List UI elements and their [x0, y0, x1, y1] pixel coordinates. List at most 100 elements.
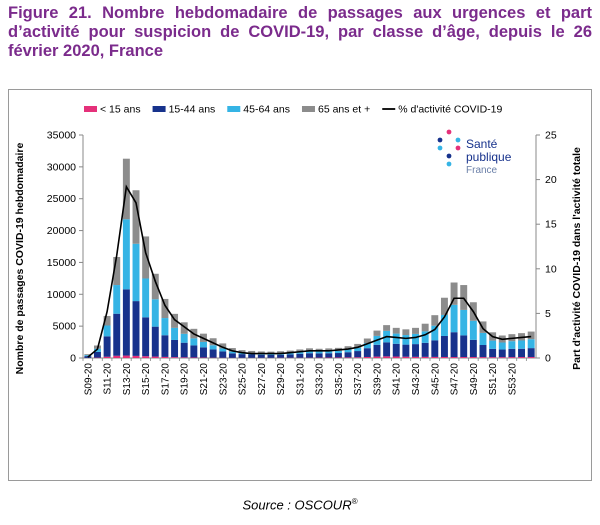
bar-segment-45-64-ans — [334, 350, 342, 354]
bar-segment-65-ans-et- — [277, 351, 285, 354]
bar-segment-15-44-ans — [363, 348, 371, 357]
bar-segment--15-ans — [431, 356, 439, 358]
bar-segment-45-64-ans — [267, 353, 275, 355]
bar-segment-15-44-ans — [122, 289, 130, 356]
bar-segment-15-44-ans — [306, 353, 313, 358]
bar-segment-65-ans-et- — [363, 338, 371, 344]
bar-segment-45-64-ans — [508, 341, 516, 349]
bar-segment-45-64-ans — [412, 333, 419, 345]
bar-segment-65-ans-et- — [392, 327, 400, 334]
bar-segment-45-64-ans — [392, 333, 400, 344]
x-tick-label: S19-20 — [180, 363, 191, 396]
bar-segment-15-44-ans — [277, 354, 285, 358]
legend-swatch — [152, 106, 166, 112]
y-tick-label: 15000 — [47, 257, 76, 269]
bar-segment--15-ans — [161, 356, 169, 358]
logo-dot — [455, 145, 461, 151]
bar-segment-45-64-ans — [450, 304, 458, 333]
bar-segment-15-44-ans — [373, 344, 381, 357]
legend-label: % d'activité COVID-19 — [398, 104, 502, 116]
bar-segment-45-64-ans — [518, 340, 526, 349]
bar-segment-15-44-ans — [142, 317, 150, 357]
bar-segment-65-ans-et- — [257, 351, 265, 354]
y2-tick-label: 25 — [545, 130, 557, 142]
bar-segment-45-64-ans — [209, 345, 217, 350]
bar-segment-65-ans-et- — [440, 297, 448, 315]
bar-segment-45-64-ans — [421, 331, 429, 343]
logo-line3: France — [466, 165, 498, 176]
logo-line1: Santé — [466, 137, 498, 151]
bar-segment--15-ans — [334, 357, 342, 358]
bar-segment-45-64-ans — [354, 347, 362, 352]
bar-segment-45-64-ans — [431, 325, 439, 341]
bar-segment--15-ans — [479, 357, 487, 358]
bar-segment-65-ans-et- — [209, 338, 217, 346]
bar-segment--15-ans — [402, 356, 410, 358]
bar-segment-65-ans-et- — [354, 343, 362, 348]
x-tick-label: S49-20 — [469, 363, 480, 396]
bar-segment-15-44-ans — [171, 339, 179, 358]
logo-dot — [437, 145, 443, 151]
y2-tick-label: 20 — [545, 174, 557, 186]
bar-segment--15-ans — [180, 357, 188, 358]
bar-segment-65-ans-et- — [450, 282, 458, 305]
x-tick-label: S37-20 — [353, 363, 364, 396]
logo-dot — [437, 137, 443, 143]
bar-segment-65-ans-et- — [151, 273, 159, 300]
bar-segment-15-44-ans — [354, 351, 362, 358]
bar-segment--15-ans — [142, 356, 150, 358]
bar-segment-65-ans-et- — [228, 348, 236, 352]
y2-tick-label: 0 — [545, 353, 551, 365]
bar-segment-65-ans-et- — [180, 322, 188, 334]
bar-segment-65-ans-et- — [325, 348, 333, 352]
bar-segment-65-ans-et- — [527, 331, 535, 340]
x-tick-label: S17-20 — [160, 363, 171, 396]
bar-segment--15-ans — [421, 356, 429, 358]
logo-dot — [455, 137, 461, 143]
bar-segment-65-ans-et- — [238, 350, 246, 353]
x-tick-label: S21-20 — [199, 363, 210, 396]
bar-segment-45-64-ans — [296, 352, 304, 354]
legend-label: 45-64 ans — [243, 104, 290, 116]
bar-segment-45-64-ans — [527, 339, 535, 349]
chart: 0 5000 10000 15000 20000 25000 30000 35000 0 5 10 1… — [14, 104, 583, 396]
bar-segment--15-ans — [132, 355, 140, 358]
bar-segment-45-64-ans — [363, 343, 371, 349]
bar-segment-45-64-ans — [84, 355, 92, 357]
bar-segment-15-44-ans — [190, 345, 198, 358]
bar-segment-15-44-ans — [93, 351, 101, 358]
bar-segment-65-ans-et- — [171, 313, 179, 328]
logo-dot — [446, 153, 452, 159]
y2-tick-label: 15 — [545, 219, 557, 231]
bar-segment-45-64-ans — [315, 351, 323, 354]
bar-segment-45-64-ans — [113, 285, 121, 314]
bar-segment-15-44-ans — [257, 354, 265, 358]
y-tick-label: 30000 — [47, 161, 76, 173]
y-tick-label: 0 — [70, 353, 76, 365]
x-tick-label: S45-20 — [430, 363, 441, 396]
activity-line — [87, 184, 532, 358]
chart-bars — [84, 158, 535, 358]
registered-mark: ® — [351, 497, 358, 506]
bar-segment-45-64-ans — [171, 327, 179, 340]
bar-segment-15-44-ans — [402, 344, 410, 357]
bar-segment-15-44-ans — [200, 347, 207, 358]
x-tick-label: S39-20 — [372, 363, 383, 396]
bar-segment-15-44-ans — [296, 353, 304, 358]
x-tick-label: S33-20 — [315, 363, 326, 396]
bar-segment-45-64-ans — [402, 335, 410, 345]
bar-segment-45-64-ans — [498, 342, 506, 350]
y-tick-label: 20000 — [47, 225, 76, 237]
x-tick-label: S51-20 — [488, 363, 499, 396]
bar-segment--15-ans — [489, 357, 497, 358]
x-tick-label: S31-20 — [295, 363, 306, 396]
bar-segment-15-44-ans — [518, 348, 526, 358]
bar-segment-15-44-ans — [527, 348, 535, 358]
bar-segment-45-64-ans — [238, 352, 246, 355]
bar-segment-15-44-ans — [151, 326, 159, 357]
bar-segment-15-44-ans — [412, 344, 419, 357]
bar-segment-65-ans-et- — [296, 349, 304, 353]
bar-segment-15-44-ans — [383, 342, 391, 357]
bar-segment-45-64-ans — [228, 351, 236, 354]
